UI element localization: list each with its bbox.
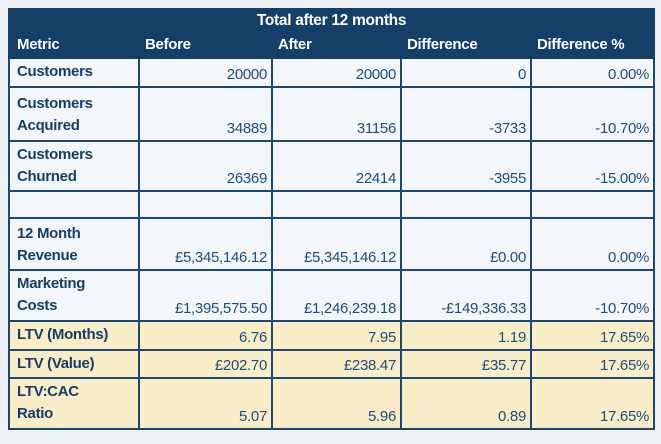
table-title: Total after 12 months (7, 8, 656, 35)
column-header-before: Before (138, 33, 273, 59)
cell-difference-pct-value: 17.65% (529, 377, 656, 430)
cell-before-value: 34889 (138, 85, 273, 142)
cell-difference-value: -£149,336.33 (400, 269, 532, 322)
cell-after-value: £238.47 (271, 348, 402, 380)
cell-difference-value: 0.89 (400, 377, 532, 430)
table-row: LTV (Value) £202.70 £238.47 £35.77 17.65% (8, 348, 656, 380)
table-row: LTV (Months) 6.76 7.95 1.19 17.65% (8, 319, 656, 351)
cell-after-value: 31156 (271, 85, 402, 142)
cell-difference-value: £0.00 (400, 217, 532, 272)
cell-before-value: 26369 (138, 139, 273, 193)
cell-before-value: 20000 (138, 57, 273, 88)
column-header-after: After (271, 33, 402, 59)
cell-difference-pct-value: 0.00% (529, 217, 656, 272)
cell-after-value: 7.95 (271, 319, 402, 351)
cell-difference-pct-value (529, 190, 656, 220)
cell-difference-pct-value: -10.70% (529, 85, 656, 142)
column-header-difference-pct: Difference % (529, 33, 656, 59)
row-metric-label: LTV (Months) (8, 319, 140, 351)
cell-difference-value: £35.77 (400, 348, 532, 380)
table-title-row: Total after 12 months (7, 8, 656, 35)
cell-difference-value: 1.19 (400, 319, 532, 351)
table-body: Customers 20000 20000 0 0.00% Customers Acqui… (8, 57, 656, 430)
table-row: Marketing Costs £1,395,575.50 £1,246,239.1… (8, 269, 656, 322)
row-metric-label: LTV:CAC Ratio (8, 377, 140, 430)
cell-before-value: £202.70 (138, 348, 273, 380)
table-row: LTV:CAC Ratio 5.07 5.96 0.89 17.65% (8, 377, 656, 430)
row-metric-label: Customers Acquired (8, 85, 140, 142)
cell-difference-pct-value: 0.00% (529, 57, 656, 88)
cell-difference-pct-value: 17.65% (529, 319, 656, 351)
row-metric-label (8, 190, 140, 220)
cell-difference-value: -3733 (400, 85, 532, 142)
table-row: 12 Month Revenue £5,345,146.12 £5,345,146.… (8, 217, 656, 272)
cell-difference-pct-value: -15.00% (529, 139, 656, 193)
cell-after-value: 22414 (271, 139, 402, 193)
column-header-row: Metric Before After Difference Differenc… (8, 33, 656, 59)
cell-after-value: £1,246,239.18 (271, 269, 402, 322)
column-header-difference: Difference (400, 33, 532, 59)
metrics-comparison-table: Total after 12 months Metric Before Afte… (7, 8, 656, 430)
table-row: Customers Churned 26369 22414 -3955 -15.00% (8, 139, 656, 193)
row-metric-label: LTV (Value) (8, 348, 140, 380)
row-metric-label: 12 Month Revenue (8, 217, 140, 272)
cell-difference-pct-value: -10.70% (529, 269, 656, 322)
row-metric-label: Marketing Costs (8, 269, 140, 322)
table-row: Customers Acquired 34889 31156 -3733 -10.70% (8, 85, 656, 142)
cell-after-value (271, 190, 402, 220)
cell-after-value: 20000 (271, 57, 402, 88)
table-row: Customers 20000 20000 0 0.00% (8, 57, 656, 88)
cell-before-value (138, 190, 273, 220)
cell-before-value: £5,345,146.12 (138, 217, 273, 272)
cell-after-value: £5,345,146.12 (271, 217, 402, 272)
cell-difference-value: -3955 (400, 139, 532, 193)
cell-difference-pct-value: 17.65% (529, 348, 656, 380)
row-metric-label: Customers Churned (8, 139, 140, 193)
table-row (8, 190, 656, 220)
row-metric-label: Customers (8, 57, 140, 88)
column-header-metric: Metric (8, 33, 140, 59)
cell-before-value: 5.07 (138, 377, 273, 430)
cell-difference-value (400, 190, 532, 220)
cell-before-value: 6.76 (138, 319, 273, 351)
cell-before-value: £1,395,575.50 (138, 269, 273, 322)
cell-difference-value: 0 (400, 57, 532, 88)
cell-after-value: 5.96 (271, 377, 402, 430)
